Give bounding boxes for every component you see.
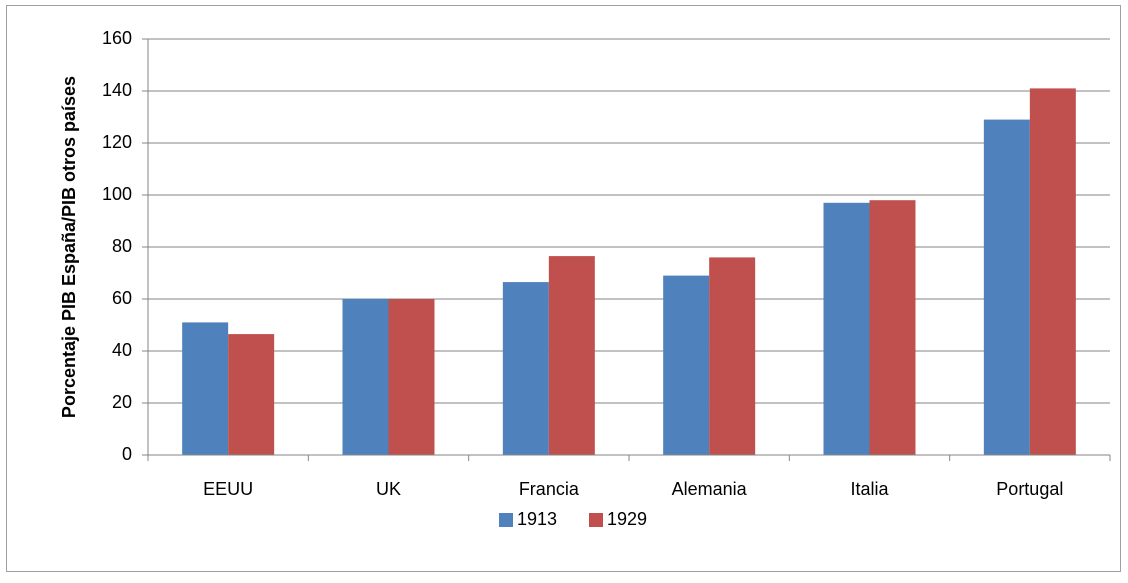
y-tick-label: 140 — [102, 80, 132, 100]
bar — [709, 257, 756, 455]
bar — [548, 256, 595, 455]
bar — [983, 119, 1030, 455]
y-tick-label: 0 — [122, 444, 132, 464]
legend-swatch — [589, 513, 603, 527]
y-axis-title: Porcentaje PIB España/PIB otros países — [59, 76, 79, 418]
bar — [388, 299, 435, 455]
x-tick-label: Francia — [519, 479, 580, 499]
bar — [869, 200, 916, 455]
bar — [823, 202, 870, 455]
legend-swatch — [499, 513, 513, 527]
bar — [228, 334, 275, 455]
legend-label: 1929 — [607, 509, 647, 529]
x-tick-label: Alemania — [672, 479, 748, 499]
y-tick-label: 20 — [112, 392, 132, 412]
y-tick-label: 60 — [112, 288, 132, 308]
y-tick-label: 100 — [102, 184, 132, 204]
y-tick-label: 80 — [112, 236, 132, 256]
bar — [342, 299, 389, 455]
bar — [663, 275, 710, 455]
y-tick-label: 120 — [102, 132, 132, 152]
bar — [182, 322, 229, 455]
x-tick-label: Italia — [850, 479, 889, 499]
legend-label: 1913 — [517, 509, 557, 529]
bar — [1029, 88, 1076, 456]
x-tick-label: EEUU — [203, 479, 253, 499]
y-tick-label: 40 — [112, 340, 132, 360]
x-tick-label: UK — [376, 479, 401, 499]
x-tick-label: Portugal — [996, 479, 1063, 499]
bar — [502, 282, 549, 455]
y-tick-label: 160 — [102, 28, 132, 48]
